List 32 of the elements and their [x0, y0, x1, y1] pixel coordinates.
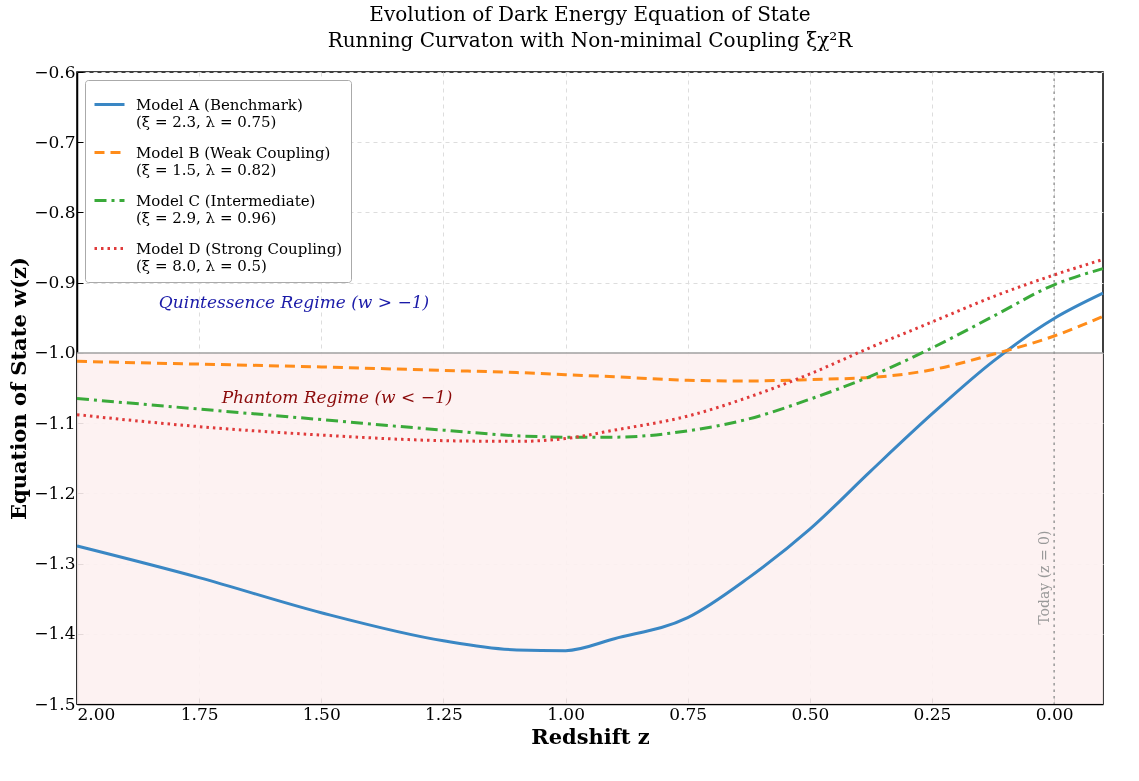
chart-subtitle: Running Curvaton with Non-minimal Coupling ξχ²R: [327, 28, 854, 52]
y-tick-label: −1.0: [34, 342, 76, 363]
y-tick-label: −0.9: [34, 272, 76, 293]
x-tick-label: 2.00: [77, 703, 116, 724]
y-tick-label: −0.6: [34, 61, 76, 82]
annotation: Phantom Regime (w < −1): [220, 387, 453, 407]
ref-line-label: Today (z = 0): [1036, 530, 1053, 625]
legend-label: Model C (Intermediate) (ξ = 2.9, λ = 0.96): [136, 191, 316, 227]
x-tick-label: 0.00: [1035, 703, 1074, 724]
x-tick-label: 1.00: [547, 703, 585, 724]
legend-label: Model A (Benchmark) (ξ = 2.3, λ = 0.75): [136, 95, 303, 131]
y-tick-label: −1.3: [34, 553, 76, 574]
legend-label: Model D (Strong Coupling) (ξ = 8.0, λ = 0.5): [136, 239, 343, 275]
y-tick-label: −1.1: [34, 412, 76, 433]
y-tick-label: −1.5: [34, 693, 76, 714]
x-tick-label: 0.25: [913, 703, 952, 724]
y-tick-label: −0.7: [34, 131, 76, 152]
line-series: [75, 314, 1105, 383]
line-series: [75, 291, 1105, 653]
y-tick-label: −1.2: [34, 482, 76, 503]
annotation: Quintessence Regime (w > −1): [158, 292, 430, 312]
y-tick-label: −0.8: [34, 201, 76, 222]
x-tick-label: 0.75: [669, 703, 708, 724]
x-tick-label: 1.75: [180, 703, 219, 724]
x-axis-title: Redshift z: [531, 723, 650, 749]
y-axis-title: Equation of State w(z): [6, 257, 32, 520]
chart-title: Evolution of Dark Energy Equation of State: [369, 2, 811, 26]
x-tick-label: 1.50: [302, 703, 341, 724]
y-tick-label: −1.4: [34, 623, 76, 644]
x-tick-label: 1.25: [425, 703, 463, 724]
legend-label: Model B (Weak Coupling) (ξ = 1.5, λ = 0.82): [136, 143, 331, 179]
x-tick-label: 0.50: [791, 703, 830, 724]
